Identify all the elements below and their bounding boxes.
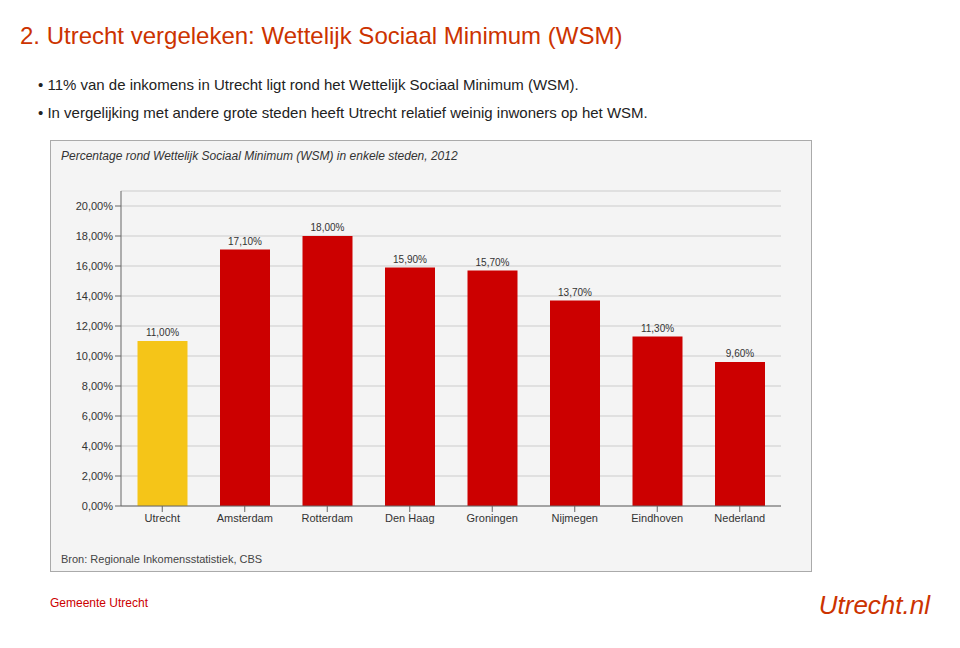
svg-text:8,00%: 8,00% [82,380,113,392]
svg-text:Den Haag: Den Haag [385,512,435,524]
svg-text:Nijmegen: Nijmegen [552,512,598,524]
svg-text:Utrecht: Utrecht [145,512,180,524]
svg-text:9,60%: 9,60% [726,348,754,359]
html-text:• In vergelijking met andere g: • In vergelijking met andere grote stede… [38,104,648,121]
svg-text:18,00%: 18,00% [76,230,114,242]
svg-text:0,00%: 0,00% [82,500,113,512]
svg-text:17,10%: 17,10% [228,236,262,247]
html-text:Percentage rond Wettelijk Soci: Percentage rond Wettelijk Sociaal Minimu… [61,149,458,163]
svg-text:14,00%: 14,00% [76,290,114,302]
svg-text:Nederland: Nederland [714,512,765,524]
svg-text:4,00%: 4,00% [82,440,113,452]
html-text:• 11% van de inkomens in Utrec: • 11% van de inkomens in Utrecht ligt ro… [38,76,579,93]
svg-text:Rotterdam: Rotterdam [302,512,353,524]
html-text:2. Utrecht vergeleken: Wetteli: 2. Utrecht vergeleken: Wettelijk Sociaal… [20,22,623,49]
svg-text:Amsterdam: Amsterdam [217,512,273,524]
svg-text:12,00%: 12,00% [76,320,114,332]
svg-text:Eindhoven: Eindhoven [631,512,683,524]
svg-text:16,00%: 16,00% [76,260,114,272]
svg-text:11,00%: 11,00% [146,327,179,338]
svg-text:10,00%: 10,00% [76,350,114,362]
svg-text:Groningen: Groningen [467,512,518,524]
html-text:Utrecht.nl: Utrecht.nl [818,590,930,620]
html-text:Bron: Regionale Inkomensstatis: Bron: Regionale Inkomensstatistiek, CBS [61,553,263,565]
svg-text:15,90%: 15,90% [393,254,427,265]
html-text:Gemeente Utrecht: Gemeente Utrecht [50,596,148,610]
svg-text:11,30%: 11,30% [641,323,674,334]
svg-text:2,00%: 2,00% [82,470,113,482]
svg-text:18,00%: 18,00% [311,222,345,233]
svg-text:6,00%: 6,00% [82,410,113,422]
svg-text:20,00%: 20,00% [76,200,114,212]
svg-text:15,70%: 15,70% [476,257,510,268]
svg-text:13,70%: 13,70% [558,287,592,298]
